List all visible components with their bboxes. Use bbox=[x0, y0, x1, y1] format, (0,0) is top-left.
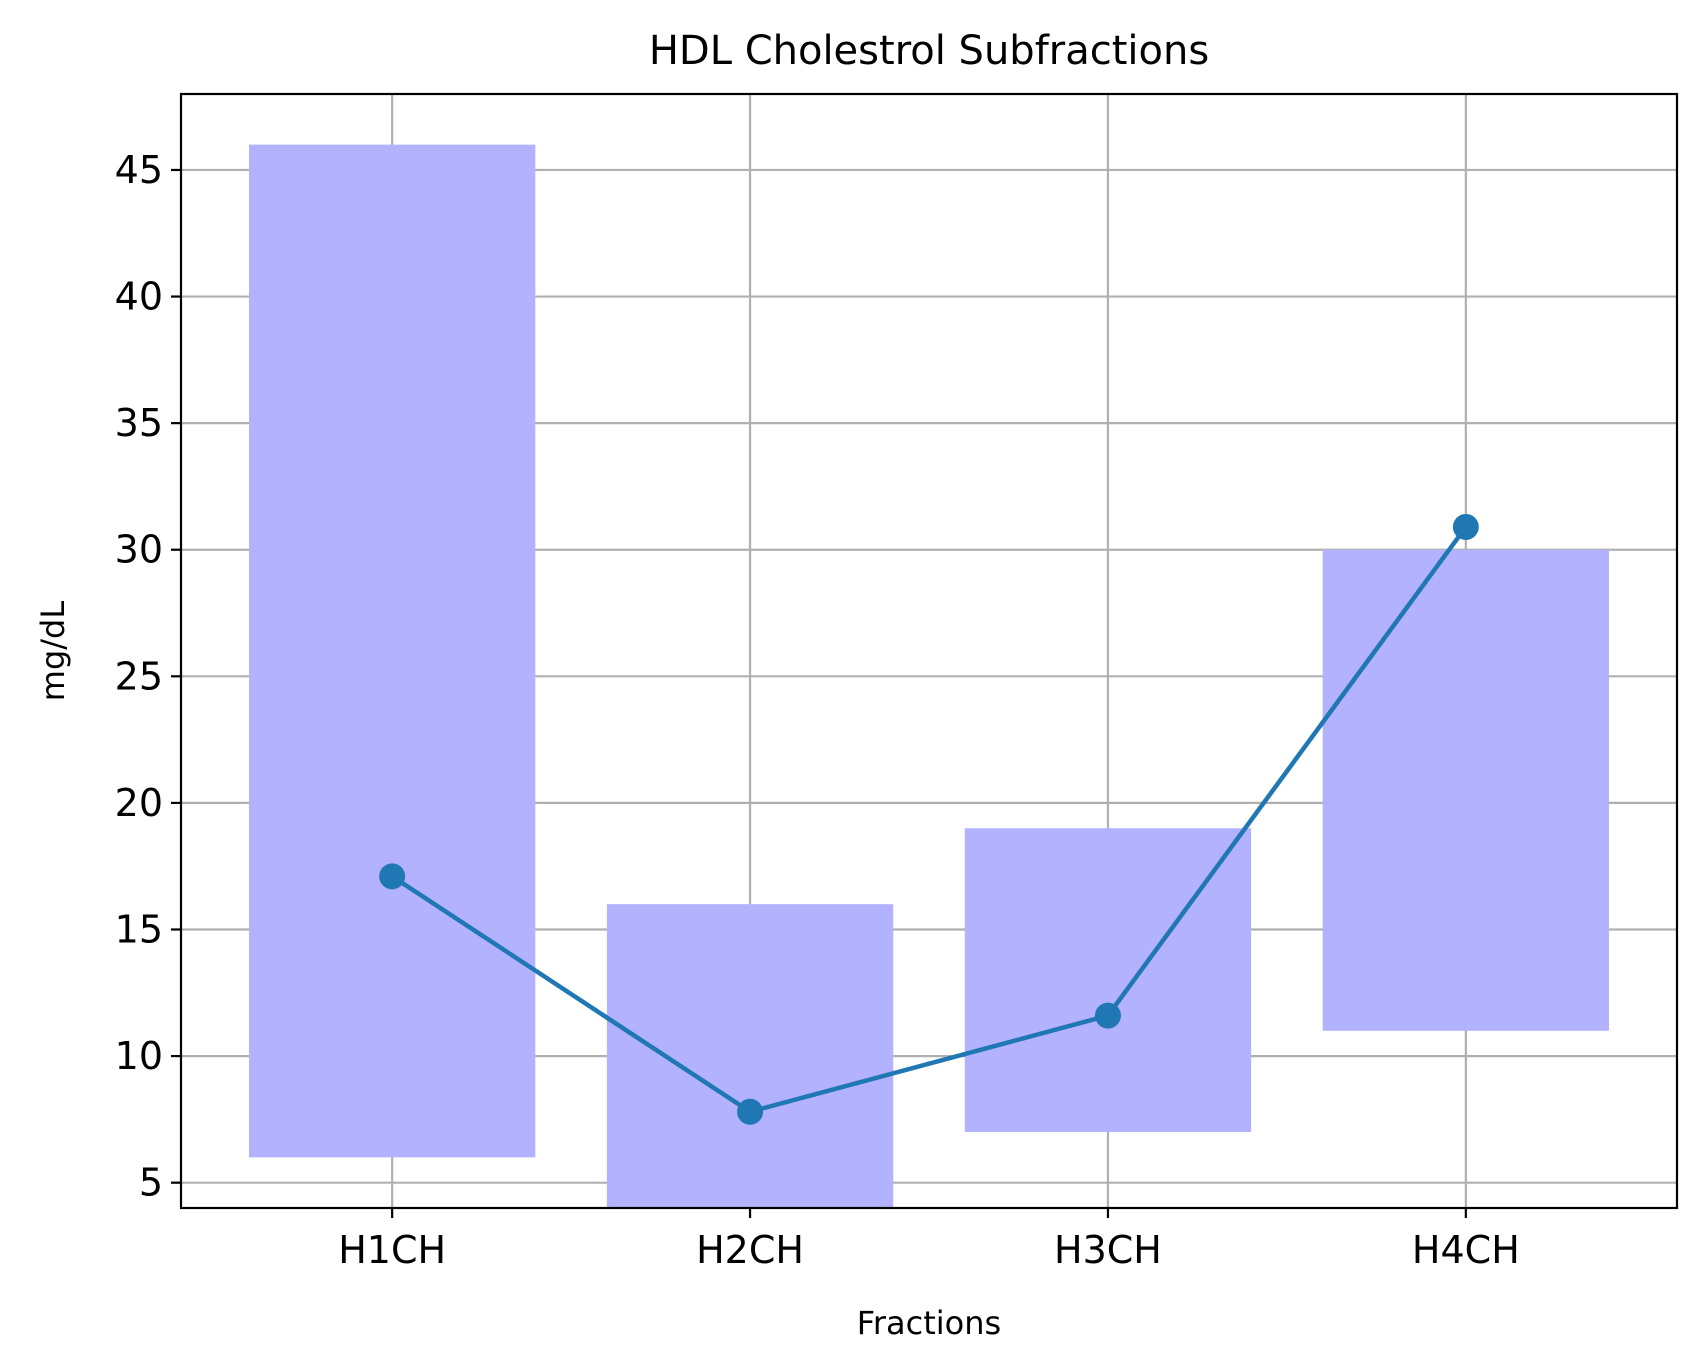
line-point-h1ch bbox=[379, 863, 406, 890]
range-bar-h2ch bbox=[606, 904, 894, 1208]
y-tick-label: 45 bbox=[115, 148, 163, 192]
ticks-layer: 5 10 15 20 25 30 35 40 45 H1CH H2CH H3CH H4CH bbox=[115, 148, 1520, 1272]
chart-title: HDL Cholestrol Subfractions bbox=[649, 28, 1209, 74]
plot-frame bbox=[179, 92, 1679, 1210]
x-tick-label-h3ch: H3CH bbox=[1054, 1228, 1162, 1272]
x-tick-label-h2ch: H2CH bbox=[696, 1228, 804, 1272]
range-bar-h4ch bbox=[1322, 549, 1609, 1031]
line-series bbox=[390, 525, 1468, 1115]
line-point-h2ch bbox=[737, 1098, 764, 1125]
y-tick-label: 40 bbox=[115, 275, 163, 319]
range-bar-h3ch bbox=[964, 828, 1252, 1133]
y-tick-label: 15 bbox=[115, 908, 163, 952]
y-tick-label: 5 bbox=[139, 1161, 163, 1205]
x-tick-label-h1ch: H1CH bbox=[338, 1228, 446, 1272]
line-point-h4ch bbox=[1452, 513, 1479, 540]
y-tick-label: 30 bbox=[115, 528, 163, 572]
x-tick-label-h4ch: H4CH bbox=[1412, 1228, 1520, 1272]
y-tick-label: 20 bbox=[115, 781, 163, 825]
line-layer bbox=[379, 513, 1479, 1125]
line-point-h3ch bbox=[1094, 1002, 1121, 1029]
y-axis-label: mg/dL bbox=[34, 601, 72, 702]
y-tick-label: 25 bbox=[115, 654, 163, 698]
x-axis-label: Fractions bbox=[857, 1304, 1001, 1342]
y-tick-label: 35 bbox=[115, 401, 163, 445]
bars-layer bbox=[249, 144, 1609, 1208]
range-bar-h1ch bbox=[249, 144, 536, 1158]
y-tick-label: 10 bbox=[115, 1034, 163, 1078]
